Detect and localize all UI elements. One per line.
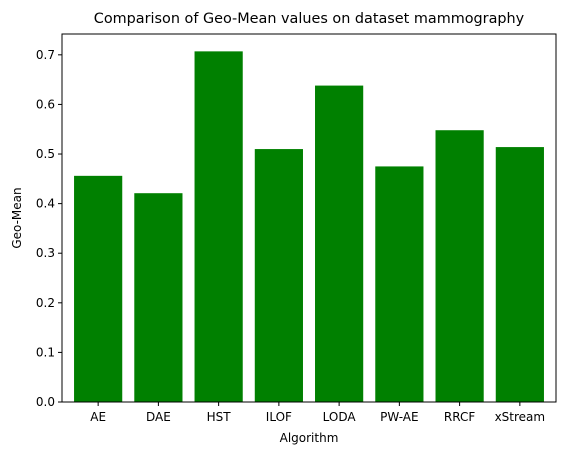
x-tick-label: AE [90,410,106,424]
bar-loda [315,85,364,402]
y-tick-label: 0.0 [36,395,55,409]
bar-pw-ae [375,166,424,402]
bar-hst [194,51,243,403]
bars-group [74,51,544,403]
bar-ae [74,175,123,402]
x-tick-label: HST [207,410,232,424]
chart-title: Comparison of Geo-Mean values on dataset… [94,11,525,27]
y-tick-label: 0.1 [36,345,55,359]
bar-xstream [495,147,544,402]
x-tick-label: RRCF [444,410,475,424]
x-tick-label: xStream [495,410,546,424]
x-tick-label: DAE [146,410,171,424]
y-tick-label: 0.7 [36,48,55,62]
plot-frame [61,33,557,403]
bar-ilof [254,149,303,402]
y-tick-label: 0.2 [36,296,55,310]
y-tick-label: 0.6 [36,97,55,111]
x-axis-label: Algorithm [280,431,339,445]
y-tick-label: 0.3 [36,246,55,260]
y-axis-label: Geo-Mean [10,187,24,248]
x-tick-label: LODA [323,410,357,424]
y-axis-ticks: 0.0 0.1 0.2 0.3 0.4 0.5 0.6 0.7 [36,48,62,409]
x-tick-label: ILOF [266,410,292,424]
bar-rrcf [435,130,484,402]
y-tick-label: 0.4 [36,197,55,211]
x-tick-label: PW-AE [380,410,418,424]
x-axis-ticks: AE DAE HST ILOF LODA PW-AE RRCF xStream [90,402,545,424]
bar-dae [134,193,183,402]
y-tick-label: 0.5 [36,147,55,161]
